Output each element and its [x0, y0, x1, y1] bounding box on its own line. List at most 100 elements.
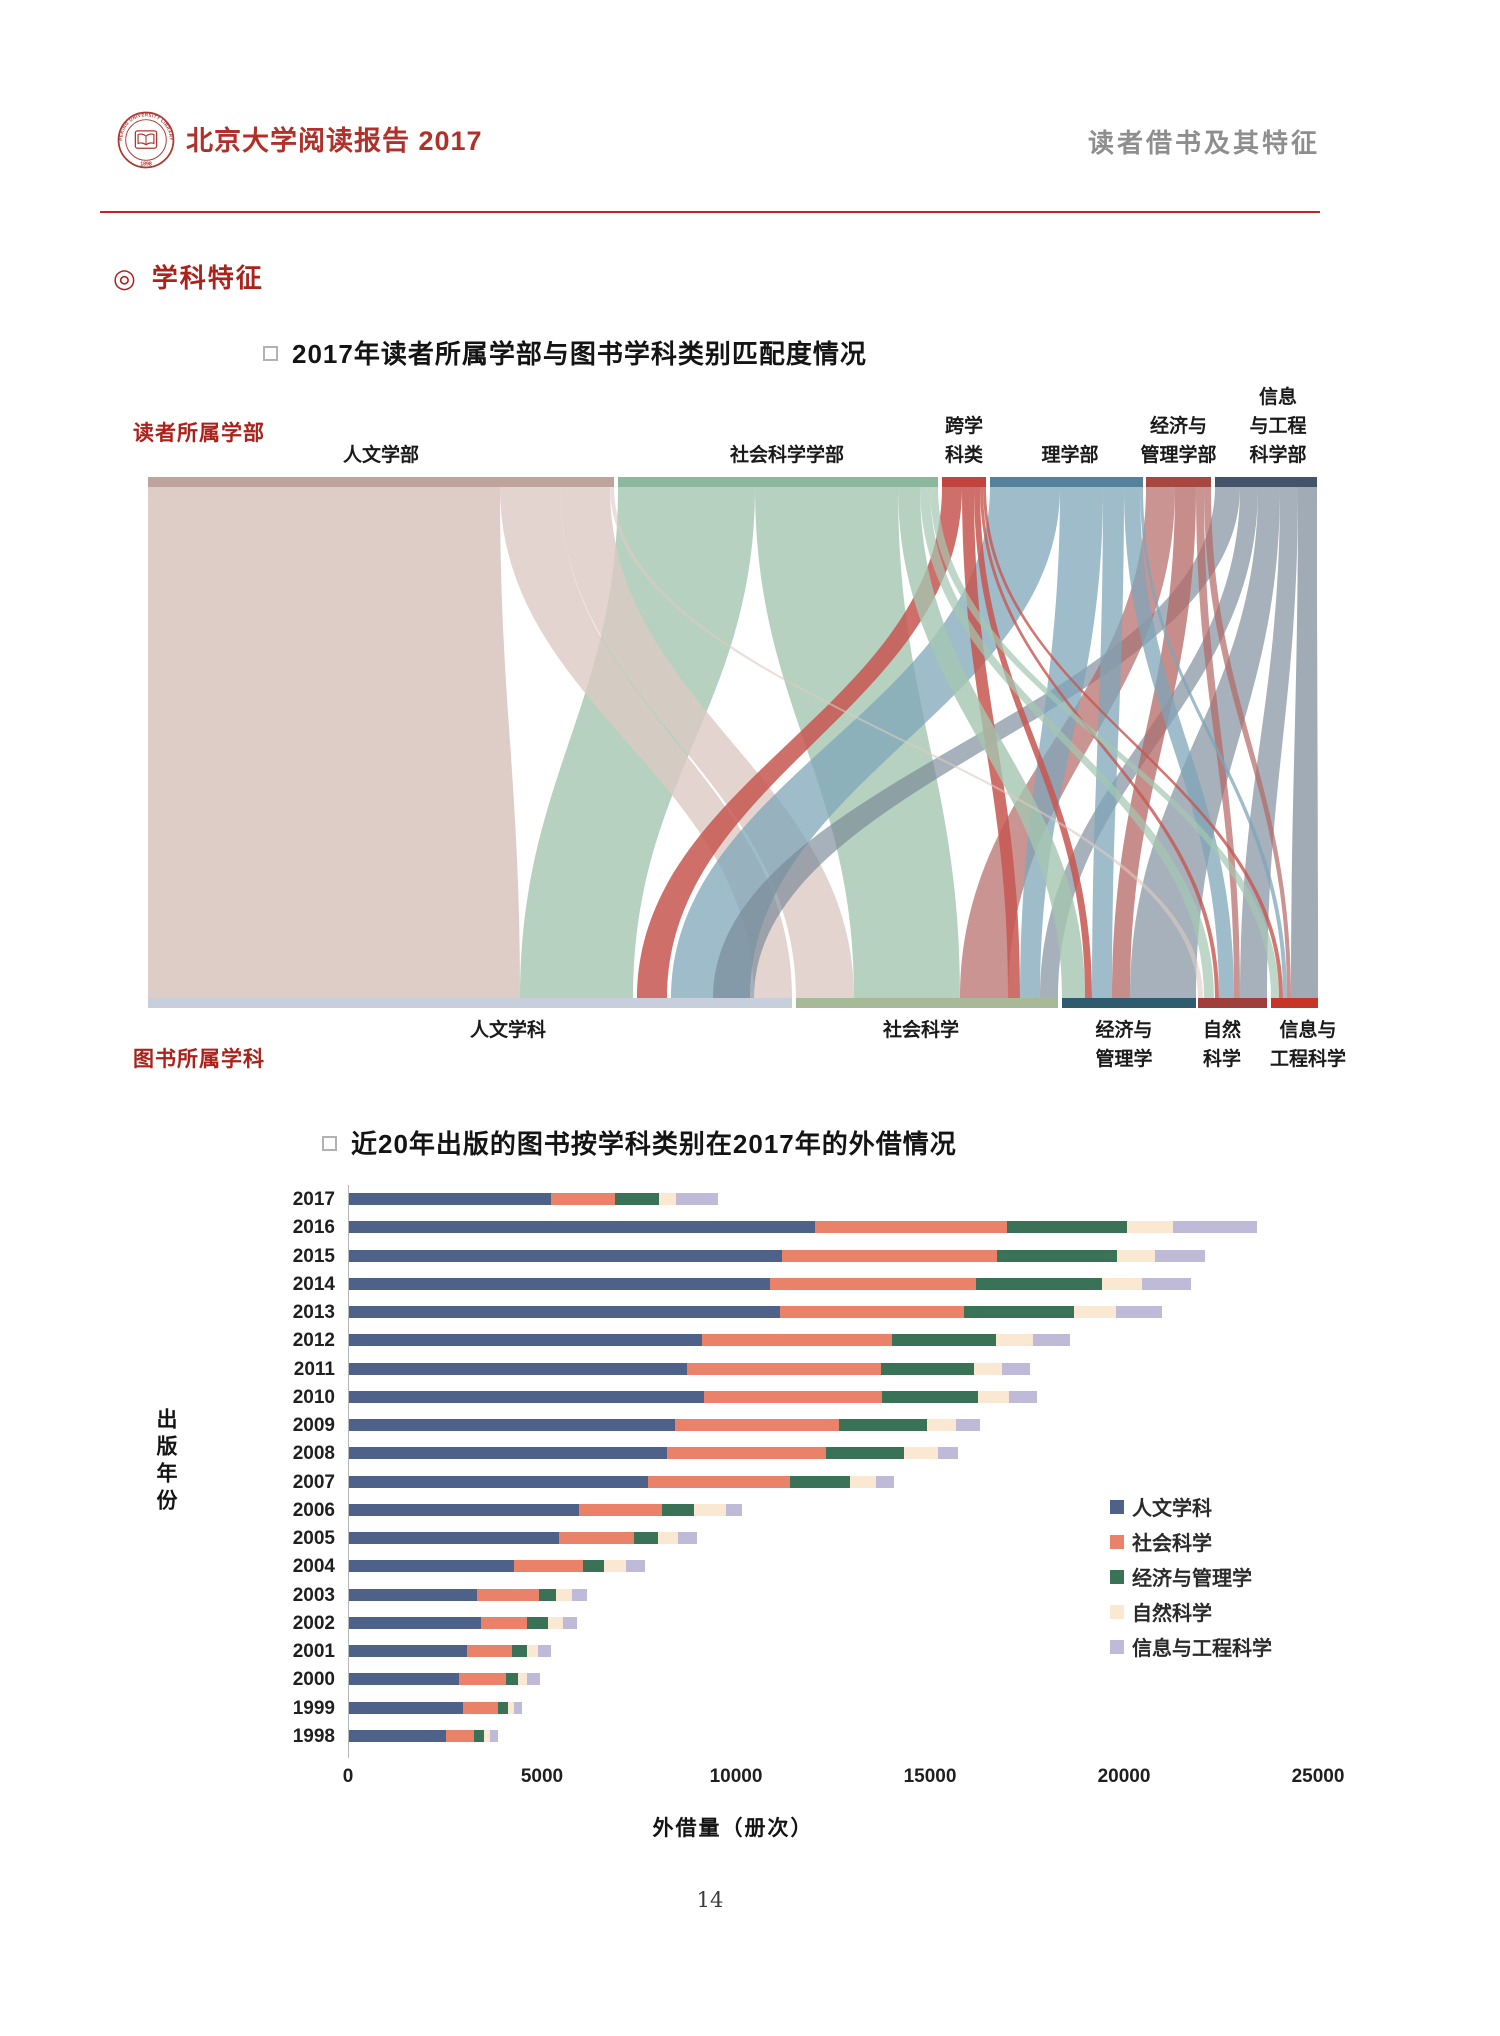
- bar-segment: [349, 1645, 467, 1657]
- sankey-node: [990, 477, 1143, 487]
- bar-row: [349, 1560, 645, 1573]
- header-rule: [100, 211, 1320, 213]
- bar-segment: [473, 1729, 485, 1742]
- sankey-flow: [1204, 487, 1291, 998]
- bar-segment: [513, 1560, 584, 1573]
- bar-segment: [349, 1277, 770, 1290]
- square-bullet-icon: [322, 1136, 337, 1151]
- seal-icon: PEKING UNIVERSITY LIBRARY 1898: [117, 111, 175, 169]
- sankey-node: [1215, 477, 1317, 487]
- bar-row: [349, 1701, 522, 1714]
- sankey-flow: [713, 487, 1240, 998]
- bar-row: [349, 1277, 1191, 1290]
- bar-row-label: 2009: [292, 1415, 335, 1436]
- sankey-flow: [930, 487, 1279, 998]
- bar-segment: [1117, 1249, 1155, 1262]
- legend-label: 信息与工程科学: [1132, 1638, 1272, 1660]
- bar-segment: [349, 1616, 482, 1629]
- sankey-flow: [637, 487, 962, 998]
- sankey-flow: [898, 487, 1085, 998]
- bar-row-label: 2008: [292, 1443, 335, 1465]
- legend-swatch-icon: [1110, 1639, 1124, 1654]
- legend-item: 社会科学: [1110, 1527, 1212, 1556]
- bar-segment: [445, 1729, 474, 1742]
- sankey-node: [148, 477, 614, 487]
- section-title: 学科特征: [151, 263, 264, 293]
- bar-segment: [927, 1419, 956, 1431]
- sankey-node: [1062, 998, 1196, 1008]
- bar-segment: [995, 1334, 1033, 1347]
- bar-row: [349, 1503, 743, 1516]
- bar-row: [349, 1419, 980, 1431]
- bar-segment: [678, 1532, 697, 1544]
- bar-segment: [1006, 1221, 1127, 1234]
- bar-segment: [511, 1645, 528, 1657]
- bar-row-label: 2006: [292, 1499, 335, 1521]
- bar-segment: [349, 1390, 705, 1403]
- bar-segment: [659, 1193, 676, 1205]
- bar-segment: [513, 1701, 522, 1714]
- sankey-flow: [148, 487, 520, 998]
- bar-segment: [349, 1673, 460, 1686]
- bar-segment: [463, 1701, 498, 1714]
- section-heading: ◎ 学科特征: [113, 258, 264, 295]
- bar-row: [349, 1193, 718, 1205]
- sankey-node-label: 信息与 工程科学: [1269, 1020, 1347, 1070]
- bar-row-label: 2017: [292, 1189, 335, 1210]
- bar-segment: [880, 1362, 974, 1375]
- bar-segment: [704, 1390, 883, 1403]
- bar-row-label: 2004: [292, 1556, 335, 1578]
- bar-row: [349, 1673, 541, 1686]
- bar-segment: [876, 1475, 894, 1488]
- bar-segment: [349, 1362, 687, 1375]
- sankey-node-label: 理学部: [1041, 445, 1099, 466]
- x-tick-label: 15000: [903, 1766, 957, 1787]
- bar-segment: [1126, 1221, 1173, 1234]
- legend-item: 自然科学: [1110, 1597, 1212, 1626]
- bar-segment: [955, 1419, 980, 1431]
- bar-segment: [349, 1701, 464, 1714]
- bar-segment: [604, 1560, 627, 1573]
- bar-segment: [937, 1447, 959, 1460]
- sankey-node: [942, 477, 986, 487]
- bar-segment: [675, 1193, 718, 1205]
- sankey-source-axis-label: 读者所属学部: [133, 422, 265, 445]
- bar-row-label: 2002: [292, 1612, 335, 1634]
- bar-segment: [657, 1532, 679, 1544]
- bar-segment: [726, 1503, 743, 1516]
- sankey-flow: [1112, 487, 1196, 998]
- bar-segment: [614, 1193, 660, 1205]
- bar-segment: [571, 1588, 587, 1601]
- bar-segment: [973, 1362, 1002, 1375]
- legend-item: 经济与管理学: [1110, 1562, 1252, 1591]
- bar-row: [349, 1475, 894, 1488]
- bar-segment: [579, 1503, 662, 1516]
- x-tick-label: 25000: [1291, 1766, 1345, 1787]
- sankey-diagram: [148, 477, 1318, 1008]
- bar-segment: [489, 1729, 498, 1742]
- page-number: 14: [696, 1888, 724, 1912]
- section-marker-icon: ◎: [113, 263, 138, 293]
- x-tick-label: 10000: [709, 1766, 763, 1787]
- bar-segment: [814, 1221, 1007, 1234]
- bar-segment: [539, 1588, 556, 1601]
- bar-segment: [537, 1645, 552, 1657]
- sankey-node-label: 社会科学学部: [729, 445, 845, 466]
- bar-segment: [1116, 1306, 1163, 1318]
- bar-segment: [892, 1334, 996, 1347]
- bar-segment: [349, 1306, 780, 1318]
- report-title: 北京大学阅读报告 2017: [186, 126, 483, 156]
- bar-segment: [477, 1588, 540, 1601]
- legend-swatch-icon: [1110, 1604, 1124, 1619]
- sankey-flow: [920, 487, 1214, 998]
- bar-segment: [1102, 1277, 1143, 1290]
- bar-row: [349, 1390, 1037, 1403]
- bar-segment: [1001, 1362, 1030, 1375]
- bar-segment: [633, 1532, 658, 1544]
- bar-row: [349, 1221, 1257, 1234]
- bar-row: [349, 1532, 697, 1544]
- x-axis-title: 外借量（册次）: [652, 1817, 814, 1840]
- bar-segment: [882, 1390, 979, 1403]
- bar-segment: [349, 1503, 580, 1516]
